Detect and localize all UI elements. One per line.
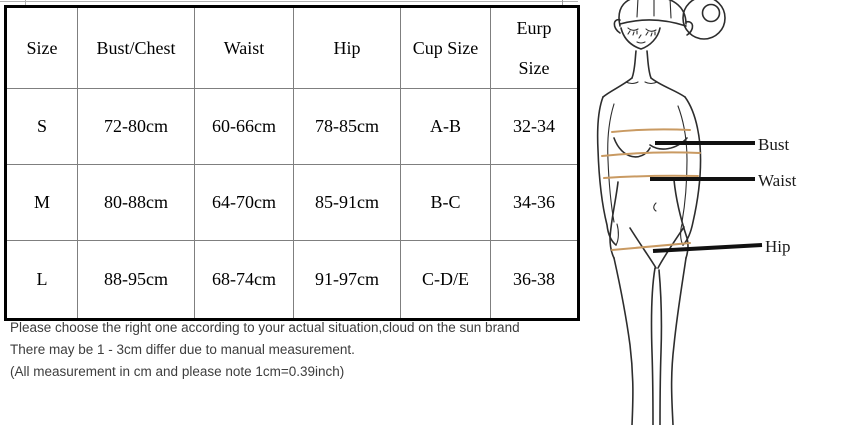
- note-line-2: There may be 1 - 3cm differ due to manua…: [10, 342, 355, 357]
- table-row-s: S 72-80cm 60-66cm 78-85cm A-B 32-34: [5, 88, 579, 165]
- right-leg-outer: [670, 257, 687, 425]
- cell-hip-s: 78-85cm: [293, 88, 401, 165]
- right-arm-outer: [682, 96, 702, 246]
- right-hand: [680, 223, 684, 246]
- cell-waist-s: 60-66cm: [194, 88, 294, 165]
- cell-waist-l: 68-74cm: [194, 240, 294, 320]
- cell-eurp-l: 36-38: [490, 240, 579, 320]
- torso-left-hip: [609, 181, 619, 259]
- neck-right: [646, 50, 652, 79]
- left-leg-outer: [613, 257, 634, 425]
- underbust-measure-line: [601, 151, 701, 157]
- hair-bun-icon: [682, 0, 726, 40]
- cell-cup-s: A-B: [400, 88, 491, 165]
- hair-strands: [636, 0, 672, 19]
- cell-size-l: L: [5, 240, 78, 320]
- waist-label: Waist: [758, 171, 797, 190]
- header-waist: Waist: [194, 6, 294, 89]
- bandeau-right-cup: [649, 137, 688, 150]
- right-arm-inner: [677, 105, 688, 223]
- right-leg-inner: [658, 269, 663, 425]
- note-line-3: (All measurement in cm and please note 1…: [10, 364, 345, 379]
- left-arm-inner: [607, 103, 615, 223]
- neck-left: [631, 50, 637, 79]
- cell-bust-s: 72-80cm: [77, 88, 195, 165]
- left-eye-lashes: [627, 27, 639, 36]
- cell-hip-m: 85-91cm: [293, 164, 401, 241]
- female-figure-sketch: Bust Waist Hip: [596, 0, 797, 425]
- table-row-m: M 80-88cm 64-70cm 85-91cm B-C 34-36: [5, 164, 579, 241]
- hair-outline: [618, 0, 687, 27]
- cell-bust-l: 88-95cm: [77, 240, 195, 320]
- right-eye-lashes: [645, 28, 657, 37]
- note-line-1: Please choose the right one according to…: [10, 320, 520, 335]
- left-hand: [615, 223, 619, 246]
- header-eurp-size: Eurp Size: [490, 6, 579, 89]
- header-bust-chest: Bust/Chest: [77, 6, 195, 89]
- left-leg-inner: [650, 267, 656, 425]
- bandeau-left-cup: [613, 137, 651, 158]
- measurement-notes: Please choose the right one according to…: [10, 317, 520, 383]
- bust-measure-line: [611, 128, 691, 133]
- cell-cup-l: C-D/E: [400, 240, 491, 320]
- bikini-right-edge: [657, 226, 685, 269]
- table-header-row: Size Bust/Chest Waist Hip Cup Size Eurp …: [5, 6, 579, 89]
- face-outline: [620, 27, 661, 50]
- cell-eurp-m: 34-36: [490, 164, 579, 241]
- cell-bust-m: 80-88cm: [77, 164, 195, 241]
- right-ear: [685, 20, 694, 36]
- header-eurp-size-label: Eurp Size: [516, 18, 552, 78]
- crop-mark-left: [25, 0, 26, 5]
- bust-label: Bust: [758, 135, 789, 154]
- body-measurement-diagram: Bust Waist Hip: [590, 0, 850, 425]
- cell-size-s: S: [5, 88, 78, 165]
- torso-right-hip: [673, 179, 689, 259]
- cell-cup-m: B-C: [400, 164, 491, 241]
- hair-bun-inner-icon: [701, 3, 721, 23]
- hair-fringe: [619, 19, 687, 27]
- crop-mark-line: [0, 1, 578, 2]
- nose: [638, 34, 642, 39]
- table-row-l: L 88-95cm 68-74cm 91-97cm C-D/E 36-38: [5, 240, 579, 320]
- left-arm-outer: [596, 96, 617, 246]
- left-shoulder: [602, 77, 633, 98]
- header-cup-size: Cup Size: [400, 6, 491, 89]
- waist-measure-line: [603, 174, 699, 179]
- hip-pointer-line: [652, 243, 763, 253]
- header-hip: Hip: [293, 6, 401, 89]
- collarbones: [625, 81, 658, 85]
- hip-measure-line: [611, 242, 691, 251]
- mouth: [636, 41, 646, 44]
- size-chart-table: Size Bust/Chest Waist Hip Cup Size Eurp …: [4, 5, 580, 321]
- crop-mark-right: [562, 0, 563, 7]
- navel: [653, 202, 657, 212]
- right-shoulder: [650, 77, 686, 98]
- bikini-left-edge: [629, 227, 657, 269]
- cell-hip-l: 91-97cm: [293, 240, 401, 320]
- left-ear: [613, 18, 621, 34]
- cell-waist-m: 64-70cm: [194, 164, 294, 241]
- cell-eurp-s: 32-34: [490, 88, 579, 165]
- hip-label: Hip: [765, 237, 791, 256]
- header-size: Size: [5, 6, 78, 89]
- cell-size-m: M: [5, 164, 78, 241]
